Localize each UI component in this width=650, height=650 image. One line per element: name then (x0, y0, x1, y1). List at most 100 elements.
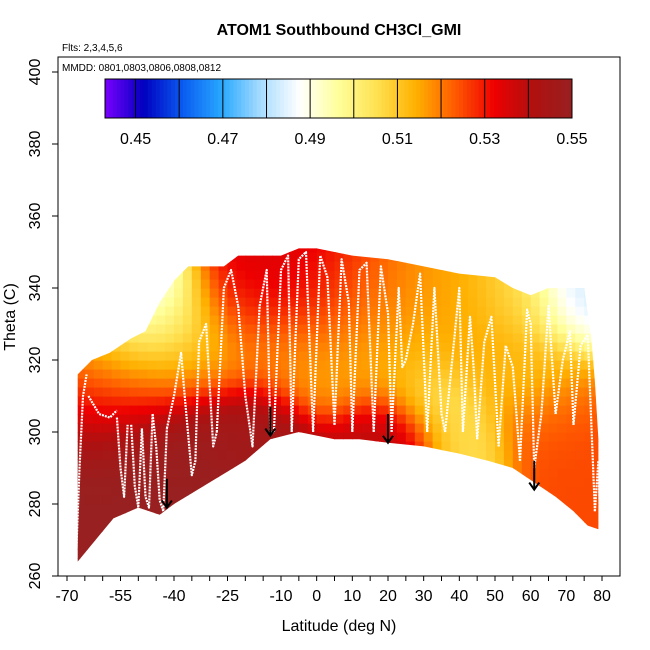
field-cell (566, 297, 576, 307)
field-cell (352, 477, 362, 487)
field-cell (575, 396, 585, 406)
field-cell (316, 414, 327, 424)
field-cell (521, 288, 532, 298)
field-cell (495, 567, 505, 577)
field-cell (423, 333, 434, 343)
field-cell (486, 459, 496, 469)
flight-track (272, 254, 293, 433)
field-cell (218, 342, 229, 352)
colorbar-segment (120, 79, 125, 118)
field-cell (361, 414, 371, 424)
colorbar-segment (490, 79, 495, 118)
field-cell (414, 540, 425, 550)
x-tick-label: -25 (216, 588, 239, 605)
field-cell (503, 504, 514, 514)
field-cell (593, 414, 599, 424)
field-cell (405, 513, 416, 523)
field-cell (111, 315, 122, 325)
field-cell (370, 567, 380, 577)
field-cell (396, 387, 407, 397)
field-cell (102, 459, 113, 469)
field-cell (67, 405, 77, 415)
field-cell (432, 288, 443, 298)
field-cell (227, 279, 237, 289)
field-cell (84, 450, 95, 460)
field-cell (298, 306, 309, 316)
field-cell (495, 396, 505, 406)
field-cell (593, 468, 599, 478)
flight-track (130, 424, 143, 509)
field-cell (307, 342, 318, 352)
field-cell (307, 450, 318, 460)
field-cell (486, 351, 496, 361)
field-cell (254, 504, 264, 514)
field-cell (388, 378, 398, 388)
field-cell (325, 450, 336, 460)
field-cell (379, 495, 389, 505)
field-cell (121, 225, 131, 235)
field-cell (272, 477, 282, 487)
field-cell (548, 477, 558, 487)
field-cell (521, 414, 532, 424)
field-cell (102, 288, 113, 298)
field-cell (334, 387, 344, 397)
field-cell (307, 333, 318, 343)
field-cell (352, 540, 362, 550)
field-cell (334, 248, 344, 253)
field-cell (200, 248, 211, 253)
field-cell (67, 315, 77, 325)
field-cell (218, 351, 229, 361)
field-cell (84, 531, 95, 541)
field-cell (575, 504, 585, 514)
field-cell (512, 531, 523, 541)
field-cell (120, 378, 130, 388)
field-cell (566, 288, 576, 298)
field-cell (575, 297, 585, 307)
field-cell (200, 270, 211, 280)
field-cell (575, 270, 585, 280)
field-cell (129, 441, 139, 451)
field-cell (272, 432, 282, 442)
field-cell (156, 441, 166, 451)
field-cell (281, 540, 291, 550)
field-cell (503, 522, 514, 532)
field-cell (334, 414, 344, 424)
field-cell (182, 248, 193, 253)
field-cell (93, 423, 104, 433)
field-cell (539, 459, 550, 469)
field-cell (548, 450, 558, 460)
field-cell (388, 558, 398, 562)
field-cell (423, 459, 434, 469)
field-cell (503, 432, 514, 442)
field-cell (254, 513, 264, 523)
field-cell (602, 405, 612, 415)
field-cell (361, 306, 371, 316)
field-cell (602, 288, 612, 298)
field-cell (67, 513, 77, 523)
field-cell (77, 522, 86, 532)
field-cell (111, 288, 122, 298)
field-cell (84, 360, 95, 370)
field-cell (432, 351, 443, 361)
field-cell (477, 324, 487, 334)
field-cell (191, 261, 202, 271)
field-cell (575, 459, 585, 469)
field-cell (557, 297, 567, 307)
field-cell (539, 387, 550, 397)
field-cell (307, 441, 318, 451)
field-cell (111, 405, 122, 415)
field-cell (263, 369, 273, 379)
field-cell (521, 369, 532, 379)
field-cell (227, 468, 237, 478)
flight-track (533, 304, 557, 469)
field-cell (102, 315, 113, 325)
field-cell (191, 288, 202, 298)
field-cell (245, 378, 255, 388)
field-cell (423, 315, 434, 325)
field-cell (361, 477, 371, 487)
field-cell (290, 225, 300, 235)
field-cell (281, 477, 291, 487)
field-cell (486, 378, 496, 388)
field-cell (334, 432, 344, 442)
colorbar-segment (276, 79, 281, 118)
